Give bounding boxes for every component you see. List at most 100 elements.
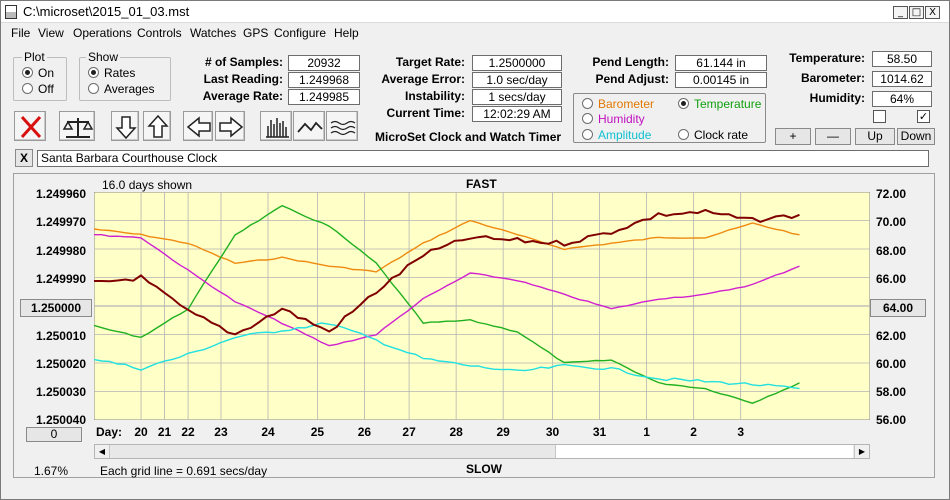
sensor-select-box: Barometer Temperature Humidity Amplitude… [573,93,766,143]
x-tick-label: 26 [357,425,372,439]
radio-indicator [678,129,689,140]
amplitude-radio[interactable]: Amplitude [582,128,651,142]
scale-down-button[interactable]: Down [897,128,935,145]
x-axis-ticks: 20 21 22 23 24 25 26 27 28 29 30 31 1 2 … [94,425,870,441]
menu-help[interactable]: Help [334,26,359,40]
radio-indicator [582,129,593,140]
clock-rate-label: Clock rate [694,128,749,142]
plot-on-radio[interactable]: On [22,66,54,80]
pend-length-field: 61.144 in [675,55,767,71]
show-rates-label: Rates [104,66,136,80]
plot-group-title: Plot [22,50,47,64]
checkbox-2[interactable]: ✓ [917,110,930,123]
plot-off-radio[interactable]: Off [22,82,54,96]
average-rate-field: 1.249985 [288,89,360,105]
left-center-button[interactable]: 1.250000 [20,299,92,317]
x-tick-label: 20 [134,425,148,439]
radio-indicator [582,113,593,124]
radio-indicator [22,83,33,94]
current-time-field: 12:02:29 AM [472,106,562,122]
radio-indicator [22,67,33,78]
radio-indicator [678,98,689,109]
target-rate-label: Target Rate: [395,55,465,69]
target-rate-field[interactable]: 1.2500000 [472,55,562,71]
arrow-up-button[interactable] [143,111,171,141]
temperature-radio[interactable]: Temperature [678,97,761,111]
histogram-icon [266,118,289,138]
radio-indicator [582,98,593,109]
arrow-up-icon [147,114,169,138]
clear-name-button[interactable]: X [15,149,33,167]
left-tick-label: 1.249980 [35,244,86,258]
balance-button[interactable] [59,111,95,141]
menu-operations[interactable]: Operations [73,26,132,40]
clock-name-input[interactable]: Santa Barbara Courthouse Clock [37,150,929,167]
checkbox-1[interactable] [873,110,886,123]
clock-rate-radio[interactable]: Clock rate [678,128,748,142]
arrow-left-button[interactable] [183,111,213,141]
arrow-right-button[interactable] [215,111,245,141]
grid-note: Each grid line = 0.691 secs/day [100,464,268,478]
x-tick-label: 23 [214,425,228,439]
arrow-right-icon [219,116,244,138]
pend-adjust-label: Pend Adjust: [595,72,669,86]
x-tick-label: 29 [496,425,510,439]
humidity-label: Humidity [598,112,645,126]
close-button[interactable]: X [925,6,940,19]
show-averages-radio[interactable]: Averages [88,82,154,96]
right-tick-label: 70.00 [876,215,907,229]
series-line-amplitude [94,322,800,390]
scale-minus-button[interactable]: — [815,128,851,145]
x-tick-label: 22 [181,425,195,439]
temperature-env-field: 58.50 [872,51,932,67]
series-line-clock-rate [94,208,800,336]
scale-up-button[interactable]: Up [855,128,895,145]
slow-label: SLOW [466,462,502,476]
wave-graph-button[interactable] [326,111,358,141]
x-tick-label: 1 [643,425,650,439]
x-tick-label: 3 [737,425,744,439]
plot-on-label: On [38,66,55,80]
line-graph-button[interactable] [293,111,325,141]
scroll-value-button[interactable]: 0 [26,427,82,442]
scale-plus-button[interactable]: + [775,128,811,145]
histogram-button[interactable] [260,111,292,141]
scroll-left-arrow-icon[interactable]: ◀ [95,445,110,458]
series-line-temperature [94,204,800,404]
balance-scale-icon [62,118,94,138]
maximize-button[interactable]: □ [909,6,924,19]
stop-button[interactable] [14,111,46,141]
scrollbar-thumb[interactable] [555,445,853,458]
barometer-radio[interactable]: Barometer [582,97,654,111]
show-group: Show Rates Averages [79,50,171,101]
show-rates-radio[interactable]: Rates [88,66,135,80]
menu-controls[interactable]: Controls [137,26,182,40]
right-tick-label: 66.00 [876,272,907,286]
x-tick-label: 2 [690,425,697,439]
average-error-field: 1.0 sec/day [472,72,562,88]
menu-view[interactable]: View [38,26,64,40]
right-tick-label: 60.00 [876,357,907,371]
left-tick-label: 1.250020 [35,357,86,371]
menu-watches[interactable]: Watches [190,26,237,40]
x-tick-label: 24 [261,425,275,439]
average-rate-label: Average Rate: [202,89,283,103]
x-tick-label: 25 [310,425,325,439]
arrow-down-button[interactable] [111,111,139,141]
chart-panel: 16.0 days shown FAST SLOW Each grid line… [13,173,935,478]
humidity-radio[interactable]: Humidity [582,112,645,126]
right-center-button[interactable]: 64.00 [870,299,926,317]
menu-gps[interactable]: GPS [243,26,269,40]
wave-lines-icon [330,120,356,136]
menu-file[interactable]: File [11,26,31,40]
left-tick-label: 1.250040 [35,413,86,427]
minimize-button[interactable]: _ [893,6,908,19]
horizontal-scrollbar[interactable]: ◀ ▶ [94,444,870,459]
series-lines [94,204,800,404]
menu-configure[interactable]: Configure [274,26,327,40]
scroll-right-arrow-icon[interactable]: ▶ [854,445,869,458]
right-tick-label: 62.00 [876,329,907,343]
grid-lines [94,192,870,420]
show-averages-label: Averages [104,82,155,96]
